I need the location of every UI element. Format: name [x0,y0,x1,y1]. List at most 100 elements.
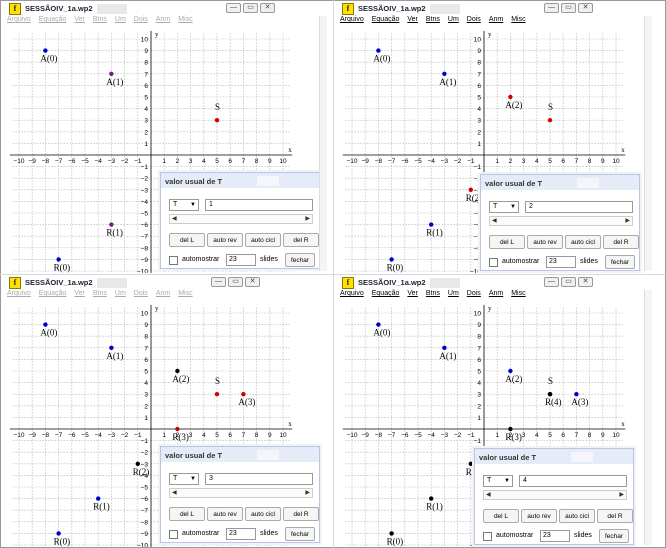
del-r-button[interactable]: del R [283,233,319,247]
point-r2[interactable] [468,461,473,466]
menu-equacao[interactable]: Equação [38,16,67,23]
slider-right-icon[interactable]: ▶ [625,218,630,224]
t-slider[interactable]: ◀ ▶ [489,216,633,226]
maximize-button[interactable]: ▭ [243,3,258,13]
automostrar-checkbox[interactable] [169,530,178,539]
point-s[interactable] [214,392,220,397]
slides-field[interactable]: 23 [226,528,256,540]
close-dialog-button[interactable]: fechar [285,253,315,267]
menu-dois[interactable]: Dois [466,290,481,297]
t-value-field[interactable]: 4 [519,475,627,487]
menu-equacao[interactable]: Equação [38,290,67,297]
menu-misc[interactable]: Misc [511,290,526,297]
menu-um[interactable]: Um [447,16,459,23]
menu-btns[interactable]: Btns [92,16,107,23]
point-r2[interactable] [135,461,140,466]
menu-dois[interactable]: Dois [133,16,148,23]
close-button[interactable]: ✕ [245,277,260,287]
point-a0[interactable] [43,48,48,53]
menu-anm[interactable]: Anm [488,16,504,23]
point-r0[interactable] [389,531,394,536]
t-value-field[interactable]: 3 [205,473,313,485]
menu-btns[interactable]: Btns [425,16,440,23]
del-r-button[interactable]: del R [603,235,639,249]
point-a3[interactable] [241,392,246,397]
minimize-button[interactable]: — [211,277,226,287]
del-l-button[interactable]: del L [489,235,525,249]
point-r3[interactable] [508,426,513,432]
point-r2[interactable] [468,187,473,192]
del-l-button[interactable]: del L [169,233,205,247]
close-button[interactable]: ✕ [578,3,593,13]
menu-misc[interactable]: Misc [178,290,193,297]
point-a1[interactable] [442,71,447,76]
point-a2[interactable] [508,94,513,100]
point-s[interactable] [547,118,553,123]
point-r1[interactable] [109,222,114,227]
menu-um[interactable]: Um [114,290,126,297]
close-dialog-button[interactable]: fechar [285,527,315,541]
t-value-field[interactable]: 2 [525,201,633,213]
point-r1[interactable] [429,496,434,501]
menu-anm[interactable]: Anm [488,290,504,297]
t-value-field[interactable]: 1 [205,199,313,211]
point-a2[interactable] [508,368,513,374]
del-l-button[interactable]: del L [483,509,519,523]
close-button[interactable]: ✕ [260,3,275,13]
point-r0[interactable] [56,531,61,536]
slider-left-icon[interactable]: ◀ [486,492,491,498]
menu-ver[interactable]: Ver [407,290,418,297]
point-a1[interactable] [442,345,447,350]
slider-right-icon[interactable]: ▶ [619,492,624,498]
point-a0[interactable] [43,322,48,327]
auto-rev-button[interactable]: auto rev [527,235,563,249]
auto-rev-button[interactable]: auto rev [207,233,243,247]
variable-select[interactable]: T ▼ [169,473,199,485]
maximize-button[interactable]: ▭ [561,3,576,13]
menu-btns[interactable]: Btns [92,290,107,297]
point-a1[interactable] [109,71,114,76]
menu-ver[interactable]: Ver [407,16,418,23]
auto-rev-button[interactable]: auto rev [207,507,243,521]
point-a1[interactable] [109,345,114,350]
maximize-button[interactable]: ▭ [561,277,576,287]
slides-field[interactable]: 23 [546,256,576,268]
menu-anm[interactable]: Anm [155,290,171,297]
minimize-button[interactable]: — [544,277,559,287]
auto-rev-button[interactable]: auto rev [521,509,557,523]
point-r0[interactable] [56,257,61,262]
point-a0[interactable] [376,48,381,53]
t-slider[interactable]: ◀ ▶ [169,488,313,498]
automostrar-checkbox[interactable] [483,532,492,541]
del-r-button[interactable]: del R [283,507,319,521]
menu-anm[interactable]: Anm [155,16,171,23]
t-slider[interactable]: ◀ ▶ [483,490,627,500]
point-a2[interactable] [175,368,180,374]
menu-misc[interactable]: Misc [178,16,193,23]
variable-select[interactable]: T ▼ [489,201,519,213]
point-a3[interactable] [574,392,579,397]
menu-equacao[interactable]: Equação [371,290,400,297]
menu-arquivo[interactable]: Arquivo [340,290,364,297]
variable-select[interactable]: T ▼ [169,199,199,211]
del-l-button[interactable]: del L [169,507,205,521]
close-dialog-button[interactable]: fechar [599,529,629,543]
menu-um[interactable]: Um [114,16,126,23]
minimize-button[interactable]: — [226,3,241,13]
point-s[interactable] [214,118,220,123]
menu-btns[interactable]: Btns [425,290,440,297]
minimize-button[interactable]: — [544,3,559,13]
automostrar-checkbox[interactable] [169,256,178,265]
vertical-scrollbar[interactable] [644,16,652,271]
slider-right-icon[interactable]: ▶ [305,490,310,496]
menu-arquivo[interactable]: Arquivo [7,16,31,23]
menu-ver[interactable]: Ver [74,16,85,23]
point-a0[interactable] [376,322,381,327]
slider-right-icon[interactable]: ▶ [305,216,310,222]
menu-um[interactable]: Um [447,290,459,297]
auto-cicl-button[interactable]: auto cicl [565,235,601,249]
auto-cicl-button[interactable]: auto cicl [245,233,281,247]
auto-cicl-button[interactable]: auto cicl [245,507,281,521]
vertical-scrollbar[interactable] [319,16,327,271]
automostrar-checkbox[interactable] [489,258,498,267]
